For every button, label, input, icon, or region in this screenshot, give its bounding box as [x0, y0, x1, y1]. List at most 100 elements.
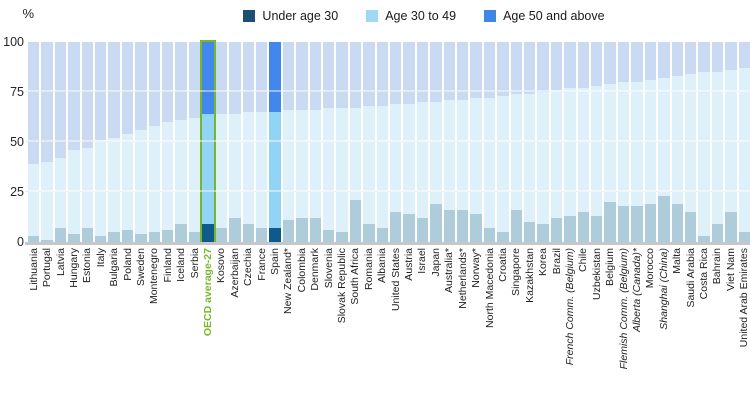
bar-belgium — [604, 42, 616, 242]
segment-age30to49 — [202, 114, 214, 224]
segment-age50plus — [591, 42, 603, 86]
x-label-cell: Serbia — [189, 247, 201, 410]
segment-under30 — [564, 216, 576, 242]
gridline — [26, 191, 750, 192]
segment-age30to49 — [389, 104, 402, 212]
segment-under30 — [41, 240, 53, 242]
bar-latvia — [54, 42, 67, 242]
segment-age50plus — [175, 42, 187, 120]
segment-under30 — [322, 230, 335, 242]
x-label-united-states: United States — [389, 248, 402, 312]
x-label-alberta-canada: Alberta (Canada)* — [630, 248, 643, 333]
bar-korea — [537, 42, 549, 242]
x-label-cell: United States — [389, 247, 402, 410]
segment-age30to49 — [591, 86, 603, 216]
y-tick-25: 25 — [10, 185, 24, 199]
x-label-cell: Romania — [362, 247, 375, 410]
x-label-cell: New Zealand* — [282, 247, 294, 410]
bar-estonia — [81, 42, 94, 242]
bar-chile — [577, 42, 590, 242]
legend-swatch-age-50-and-above-icon — [484, 10, 497, 22]
x-label-italy: Italy — [94, 248, 107, 268]
x-label-cell: Estonia — [81, 247, 93, 410]
bar-finland — [162, 42, 174, 242]
segment-age30to49 — [296, 110, 308, 218]
segment-under30 — [470, 214, 482, 242]
segment-under30 — [591, 216, 603, 242]
segment-age30to49 — [550, 90, 563, 218]
segment-age50plus — [282, 42, 295, 110]
y-axis-unit: % — [22, 6, 34, 21]
segment-age50plus — [135, 42, 147, 130]
x-label-netherlands: Netherlands* — [456, 248, 469, 309]
segment-age50plus — [537, 42, 549, 92]
y-tick-100: 100 — [3, 35, 24, 49]
bar-netherlands — [457, 42, 469, 242]
segment-under30 — [349, 200, 362, 242]
x-label-colombia: Colombia — [295, 248, 308, 293]
bar-azerbaijan — [229, 42, 241, 242]
x-label-finland: Finland — [161, 248, 174, 283]
x-label-united-arab-emirates: United Arab Emirates — [738, 248, 750, 348]
segment-under30 — [604, 202, 616, 242]
segment-age50plus — [349, 42, 362, 108]
bar-bahrain — [711, 42, 724, 242]
bar-south-africa — [349, 42, 362, 242]
bar-shanghai-china — [658, 42, 670, 242]
x-label-latvia: Latvia — [54, 248, 67, 277]
x-label-romania: Romania — [362, 248, 375, 291]
segment-age50plus — [416, 42, 429, 102]
segment-age30to49 — [363, 106, 375, 224]
segment-age30to49 — [577, 88, 590, 212]
x-label-cell: Uzbekistan — [591, 247, 603, 410]
x-label-shanghai-china: Shanghai (China) — [657, 248, 670, 330]
segment-age30to49 — [617, 82, 630, 206]
x-label-cell: Montenegro — [148, 247, 160, 410]
x-label-french-comm-belgium: French Comm. (Belgium) — [563, 248, 576, 366]
segment-age30to49 — [510, 94, 523, 210]
segment-age50plus — [54, 42, 67, 158]
x-label-cell: Costa Rica — [698, 247, 710, 410]
segment-under30 — [215, 228, 228, 242]
bar-austria — [403, 42, 415, 242]
segment-under30 — [108, 232, 120, 242]
segment-age50plus — [255, 42, 268, 112]
legend-label: Under age 30 — [262, 9, 339, 23]
legend-swatch-age-30-to-49-icon — [366, 10, 379, 22]
segment-age30to49 — [41, 162, 53, 240]
segment-age50plus — [711, 42, 724, 72]
x-label-austria: Austria — [403, 248, 416, 281]
bar-israel — [416, 42, 429, 242]
x-label-france: France — [255, 248, 268, 281]
x-label-cell: Denmark — [309, 247, 321, 410]
plot-area — [26, 40, 750, 244]
segment-under30 — [443, 210, 455, 242]
segment-under30 — [416, 218, 429, 242]
x-label-cell: Iceland — [175, 247, 187, 410]
segment-under30 — [54, 228, 67, 242]
segment-age30to49 — [631, 82, 643, 206]
segment-age50plus — [604, 42, 616, 84]
x-label-morocco: Morocco — [644, 248, 657, 289]
segment-under30 — [389, 212, 402, 242]
bar-czechia — [242, 42, 254, 242]
segment-age30to49 — [81, 148, 94, 228]
segment-under30 — [376, 228, 388, 242]
bar-united-arab-emirates — [738, 42, 750, 242]
segment-age50plus — [296, 42, 308, 110]
segment-age50plus — [430, 42, 442, 102]
legend-label: Age 50 and above — [503, 9, 605, 23]
segment-age50plus — [470, 42, 482, 98]
segment-under30 — [175, 224, 187, 242]
x-label-cell: Kazakhstan — [524, 247, 536, 410]
bar-bulgaria — [108, 42, 120, 242]
segment-age50plus — [698, 42, 710, 72]
segment-under30 — [81, 228, 94, 242]
bar-uzbekistan — [591, 42, 603, 242]
segment-under30 — [577, 212, 590, 242]
segment-under30 — [430, 204, 442, 242]
x-label-cell: Australia* — [443, 247, 455, 410]
segment-age50plus — [376, 42, 388, 106]
bar-iceland — [175, 42, 187, 242]
segment-age30to49 — [430, 102, 442, 204]
